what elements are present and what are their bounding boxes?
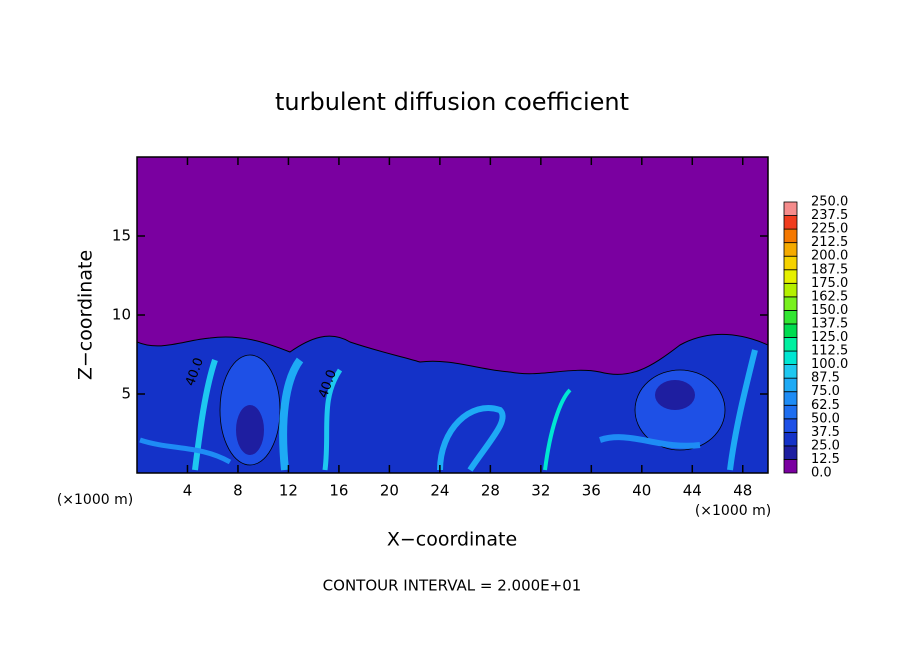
- colorbar-label: 12.5: [811, 452, 840, 467]
- colorbar-box: [783, 201, 798, 216]
- colorbar-label: 250.0: [811, 195, 848, 210]
- colorbar-box: [783, 350, 798, 365]
- colorbar-box: [783, 391, 798, 406]
- colorbar-label: 37.5: [811, 425, 840, 440]
- x-tick-label: 36: [582, 482, 601, 500]
- colorbar-label: 175.0: [811, 276, 848, 291]
- colorbar-box: [783, 337, 798, 352]
- y-tick-label: 10: [112, 306, 131, 324]
- colorbar-box: [783, 309, 798, 325]
- footer: CONTOUR INTERVAL = 2.000E+01: [323, 577, 582, 595]
- x-tick-label: 40: [632, 482, 651, 500]
- colorbar-box: [783, 323, 798, 338]
- colorbar-box: [783, 377, 798, 393]
- colorbar-label: 150.0: [811, 303, 848, 318]
- colorbar-label: 212.5: [811, 235, 848, 250]
- colorbar-label: 162.5: [811, 289, 848, 304]
- colorbar-box: [783, 431, 798, 447]
- y-axis-label: Z−coordinate: [75, 250, 97, 380]
- colorbar-label: 125.0: [811, 330, 848, 345]
- chart-title: turbulent diffusion coefficient: [275, 88, 629, 116]
- x-tick-label: 32: [531, 482, 550, 500]
- colorbar-label: 112.5: [811, 344, 848, 359]
- y-tick-label: 15: [112, 227, 131, 245]
- x-tick-label: 8: [233, 482, 243, 500]
- y-tick-label: 5: [121, 385, 131, 403]
- x-tick-label: 24: [430, 482, 449, 500]
- colorbar-label: 200.0: [811, 249, 848, 264]
- colorbar-box: [783, 228, 798, 244]
- x-unit-label: (×1000 m): [57, 492, 133, 508]
- colorbar-box: [783, 282, 798, 298]
- colorbar-label: 225.0: [811, 222, 848, 237]
- colorbar-label: 87.5: [811, 371, 840, 386]
- colorbar-label: 0.0: [811, 466, 832, 481]
- x-unit-label: (×1000 m): [695, 503, 771, 519]
- colorbar-label: 25.0: [811, 438, 840, 453]
- colorbar-box: [783, 459, 798, 474]
- x-tick-label: 4: [183, 482, 193, 500]
- x-tick-label: 16: [329, 482, 348, 500]
- colorbar-box: [783, 255, 798, 271]
- colorbar-label: 50.0: [811, 411, 840, 426]
- colorbar-box: [783, 296, 798, 311]
- colorbar-box: [783, 404, 798, 420]
- x-axis-label: X−coordinate: [387, 529, 517, 551]
- contour-field: [137, 157, 768, 473]
- x-tick-label: 12: [279, 482, 298, 500]
- colorbar-label: 62.5: [811, 398, 840, 413]
- x-tick-label: 44: [683, 482, 702, 500]
- colorbar-label: 137.5: [811, 316, 848, 331]
- colorbar-box: [783, 364, 798, 379]
- colorbar-label: 75.0: [811, 384, 840, 399]
- colorbar-box: [783, 418, 798, 433]
- colorbar-box: [783, 215, 798, 230]
- colorbar-box: [783, 269, 798, 284]
- colorbar-label: 187.5: [811, 262, 848, 277]
- x-tick-label: 48: [733, 482, 752, 500]
- x-tick-label: 20: [380, 482, 399, 500]
- colorbar-box: [783, 445, 798, 460]
- colorbar-label: 100.0: [811, 357, 848, 372]
- colorbar-box: [783, 242, 798, 257]
- x-tick-label: 28: [481, 482, 500, 500]
- colorbar-label: 237.5: [811, 208, 848, 223]
